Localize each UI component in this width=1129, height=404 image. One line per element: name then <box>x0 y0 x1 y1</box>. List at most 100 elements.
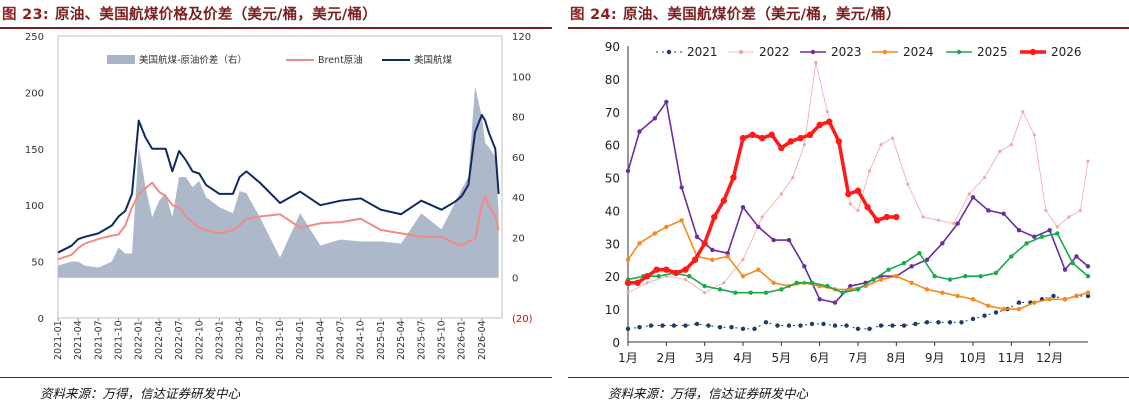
series-point-2021 <box>821 321 826 327</box>
series-point-2022 <box>982 175 987 180</box>
series-point-2023 <box>694 234 700 239</box>
series-point-2025 <box>1024 241 1029 246</box>
y-tick-label: 80 <box>605 73 620 87</box>
series-point-2024 <box>625 257 631 262</box>
legend-label-2024: 2024 <box>903 45 934 59</box>
series-point-2021 <box>970 316 976 322</box>
legend-label-jet: 美国航煤 <box>414 54 453 66</box>
y-right-tick-label: 0 <box>512 274 518 285</box>
series-point-2026 <box>826 118 833 125</box>
series-point-2023 <box>1001 211 1006 216</box>
series-point-2022 <box>856 208 860 213</box>
series-point-2023 <box>679 185 684 190</box>
series-point-2021 <box>648 323 654 328</box>
y-tick-label: 70 <box>605 106 620 120</box>
y-tick-label: 0 <box>612 336 620 350</box>
series-point-2023 <box>1062 267 1068 272</box>
legend-label-2023: 2023 <box>831 45 862 59</box>
y-tick-label: 30 <box>605 237 620 251</box>
series-point-2021 <box>637 325 642 330</box>
y-right-tick-label: 120 <box>512 32 531 43</box>
series-point-2023 <box>786 237 792 243</box>
series-point-2026 <box>691 256 699 263</box>
series-point-2022 <box>890 136 895 140</box>
series-point-2021 <box>936 320 941 325</box>
series-point-2021 <box>913 321 918 327</box>
series-point-2026 <box>883 213 890 221</box>
figure-24-source: 资料来源：万得，信达证券研发中心 <box>608 386 809 401</box>
y-right-tick-label: 60 <box>512 153 525 164</box>
series-point-2021 <box>717 325 723 330</box>
series-point-2021 <box>844 323 849 328</box>
series-point-2023 <box>955 221 960 226</box>
series-point-2022 <box>722 281 726 285</box>
series-point-2025 <box>917 251 922 256</box>
series-point-2025 <box>886 267 891 272</box>
y-left-tick-label: 0 <box>38 314 44 325</box>
series-point-2026 <box>643 273 651 280</box>
x-tick-label: 2024-04 <box>315 320 326 360</box>
series-point-2024 <box>894 274 899 279</box>
figure-23-top-rule <box>0 27 552 29</box>
series-point-2024 <box>1085 290 1091 295</box>
y-left-tick-label: 200 <box>25 88 44 99</box>
series-point-2022 <box>741 258 745 262</box>
series-point-2022 <box>1021 110 1025 114</box>
series-point-2025 <box>993 270 999 276</box>
legend-marker-2025 <box>956 49 962 55</box>
series-point-2022 <box>683 277 688 282</box>
legend-marker-2021 <box>666 49 672 55</box>
x-tick-label: 2021-04 <box>73 320 84 360</box>
series-point-2023 <box>710 247 715 253</box>
series-point-2023 <box>924 257 930 262</box>
series-point-2022 <box>1086 159 1090 163</box>
x-tick-label: 2021-07 <box>93 320 104 360</box>
y-left-tick-label: 100 <box>25 201 44 212</box>
series-point-2026 <box>730 174 737 181</box>
x-tick-label: 8月 <box>887 351 907 365</box>
series-point-2021 <box>694 321 700 327</box>
y-tick-label: 90 <box>605 40 620 54</box>
series-point-2022 <box>936 218 941 222</box>
series-point-2026 <box>797 134 804 142</box>
figure-24-title-text: 原油、美国航煤价差（美元/桶，美元/桶） <box>623 7 901 23</box>
legend-marker-2023 <box>810 49 816 55</box>
series-point-2025 <box>825 283 830 289</box>
series-line-2024 <box>627 219 1089 310</box>
y-tick-label: 60 <box>605 139 620 153</box>
x-tick-label: 2023-10 <box>275 320 286 360</box>
series-point-2024 <box>725 254 730 259</box>
series-point-2021 <box>993 310 999 315</box>
x-tick-label: 2026-04 <box>477 320 488 360</box>
series-point-2025 <box>748 290 753 295</box>
x-tick-label: 2024-10 <box>356 320 367 360</box>
x-tick-label: 2022-10 <box>194 320 205 360</box>
x-tick-label: 2023-07 <box>255 320 266 360</box>
series-point-2025 <box>840 290 845 295</box>
series-point-2025 <box>1039 234 1045 239</box>
series-point-2025 <box>1085 274 1091 279</box>
series-point-2025 <box>1070 260 1075 266</box>
y-left-tick-label: 150 <box>25 145 44 156</box>
legend-swatch-spread <box>107 55 135 64</box>
series-point-2024 <box>909 280 914 285</box>
y-right-tick-label: (20) <box>512 314 533 325</box>
series-line-2026 <box>628 119 897 285</box>
series-point-2024 <box>1062 297 1068 302</box>
series-point-2026 <box>711 213 718 221</box>
series-point-2026 <box>893 213 900 221</box>
series-point-2023 <box>1074 254 1079 259</box>
series-point-2021 <box>706 323 711 328</box>
y-tick-label: 50 <box>605 172 620 186</box>
series-point-2024 <box>679 218 684 223</box>
series-point-2021 <box>798 323 803 328</box>
series-point-2025 <box>702 283 707 289</box>
series-point-2024 <box>1047 297 1052 302</box>
series-point-2023 <box>625 168 631 174</box>
series-point-2026 <box>864 203 871 211</box>
series-point-2025 <box>1009 254 1014 259</box>
series-point-2026 <box>663 266 670 273</box>
series-point-2026 <box>758 134 766 142</box>
series-point-2024 <box>986 303 991 309</box>
series-point-2022 <box>998 149 1002 153</box>
